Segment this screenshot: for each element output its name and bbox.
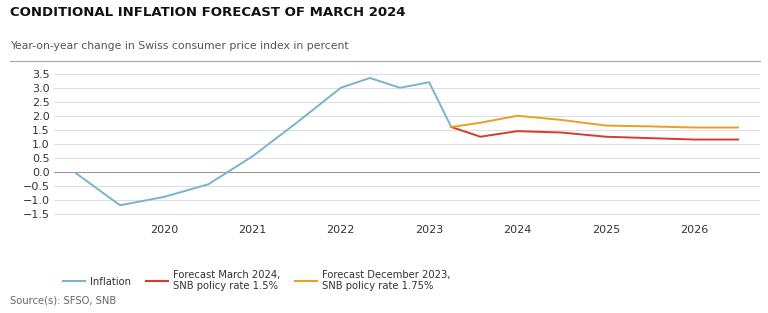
Text: Source(s): SFSO, SNB: Source(s): SFSO, SNB: [10, 295, 116, 305]
Text: CONDITIONAL INFLATION FORECAST OF MARCH 2024: CONDITIONAL INFLATION FORECAST OF MARCH …: [10, 6, 406, 19]
Legend: Inflation, Forecast March 2024,
SNB policy rate 1.5%, Forecast December 2023,
SN: Inflation, Forecast March 2024, SNB poli…: [59, 266, 455, 295]
Text: Year-on-year change in Swiss consumer price index in percent: Year-on-year change in Swiss consumer pr…: [10, 41, 349, 51]
